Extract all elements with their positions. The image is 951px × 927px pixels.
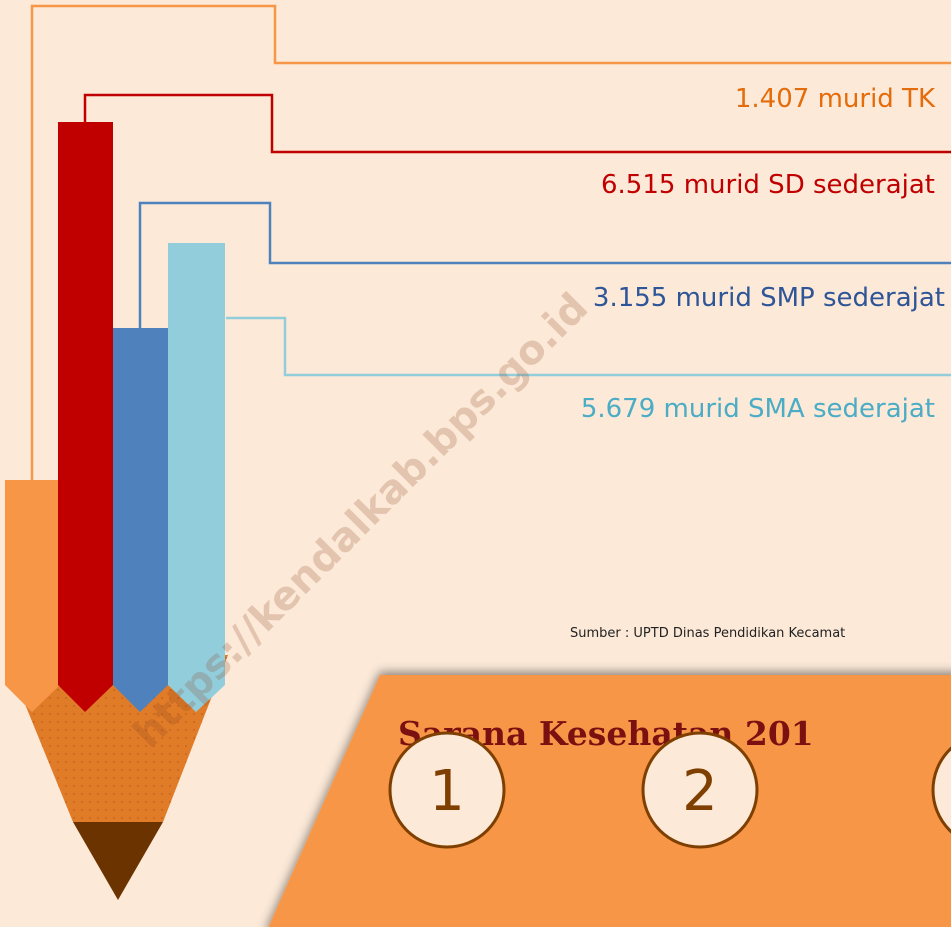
connector bbox=[83, 93, 951, 154]
pencil-bar bbox=[5, 480, 60, 712]
circle bbox=[388, 731, 506, 849]
pencil-bar bbox=[168, 243, 225, 712]
connector bbox=[30, 4, 951, 480]
connector bbox=[138, 201, 951, 328]
pencil-wood-texture bbox=[5, 655, 228, 822]
label: 6.515 murid SD sederajat bbox=[601, 170, 935, 200]
circle bbox=[641, 731, 759, 849]
pencil-tip bbox=[73, 822, 163, 900]
label: 1.407 murid TK bbox=[735, 84, 936, 114]
panel bbox=[268, 675, 951, 927]
pencil-bar bbox=[113, 328, 168, 712]
circle-number: 2 bbox=[682, 759, 718, 824]
label: 5.679 murid SMA sederajat bbox=[581, 394, 935, 424]
circle-number: 1 bbox=[429, 759, 465, 824]
connector bbox=[226, 316, 951, 377]
pencil-bar bbox=[58, 122, 113, 712]
circle bbox=[931, 746, 951, 834]
source: Sumber : UPTD Dinas Pendidikan Kecamat bbox=[570, 626, 845, 641]
label: 3.155 murid SMP sederajat bbox=[593, 283, 945, 313]
